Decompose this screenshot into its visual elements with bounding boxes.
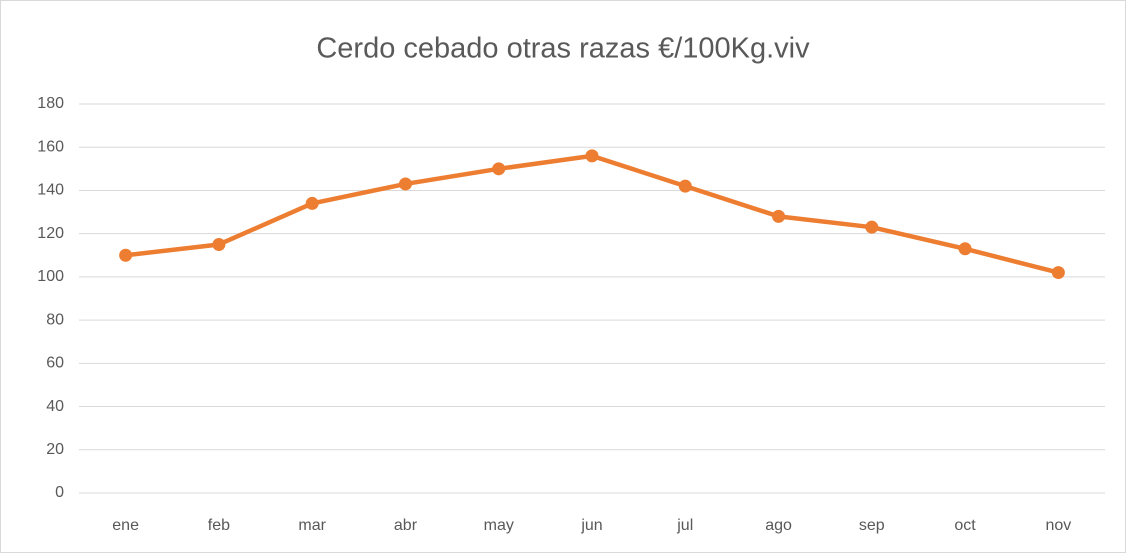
y-tick-label: 120 [37, 225, 64, 242]
x-tick-label: jun [580, 517, 602, 534]
point [958, 242, 972, 256]
x-tick-label: feb [208, 517, 230, 534]
x-tick-label: sep [859, 517, 885, 534]
x-tick-label: jul [676, 517, 693, 534]
x-tick-label: mar [298, 517, 326, 534]
point [305, 196, 319, 210]
x-tick-label: ene [112, 517, 139, 534]
point [119, 248, 133, 262]
x-tick-label: ago [765, 517, 792, 534]
point [865, 220, 879, 234]
chart-title: Cerdo cebado otras razas €/100Kg.viv [316, 33, 810, 65]
point [772, 209, 786, 223]
point [585, 149, 599, 163]
y-tick-label: 40 [46, 398, 64, 415]
point [492, 162, 506, 176]
y-tick-label: 20 [46, 441, 64, 458]
y-tick-label: 80 [46, 311, 64, 328]
x-tick-label: may [484, 517, 514, 534]
x-tick-label: abr [394, 517, 418, 534]
x-tick-label: nov [1045, 517, 1071, 534]
y-tick-label: 100 [37, 268, 64, 285]
x-tick-label: oct [954, 517, 976, 534]
point [212, 237, 226, 251]
y-tick-label: 160 [37, 138, 64, 155]
y-tick-label: 140 [37, 182, 64, 199]
y-tick-label: 180 [37, 95, 64, 112]
point [398, 177, 412, 191]
y-tick-label: 60 [46, 355, 64, 372]
point [678, 179, 692, 193]
point [1051, 266, 1065, 280]
y-tick-label: 0 [55, 484, 64, 501]
